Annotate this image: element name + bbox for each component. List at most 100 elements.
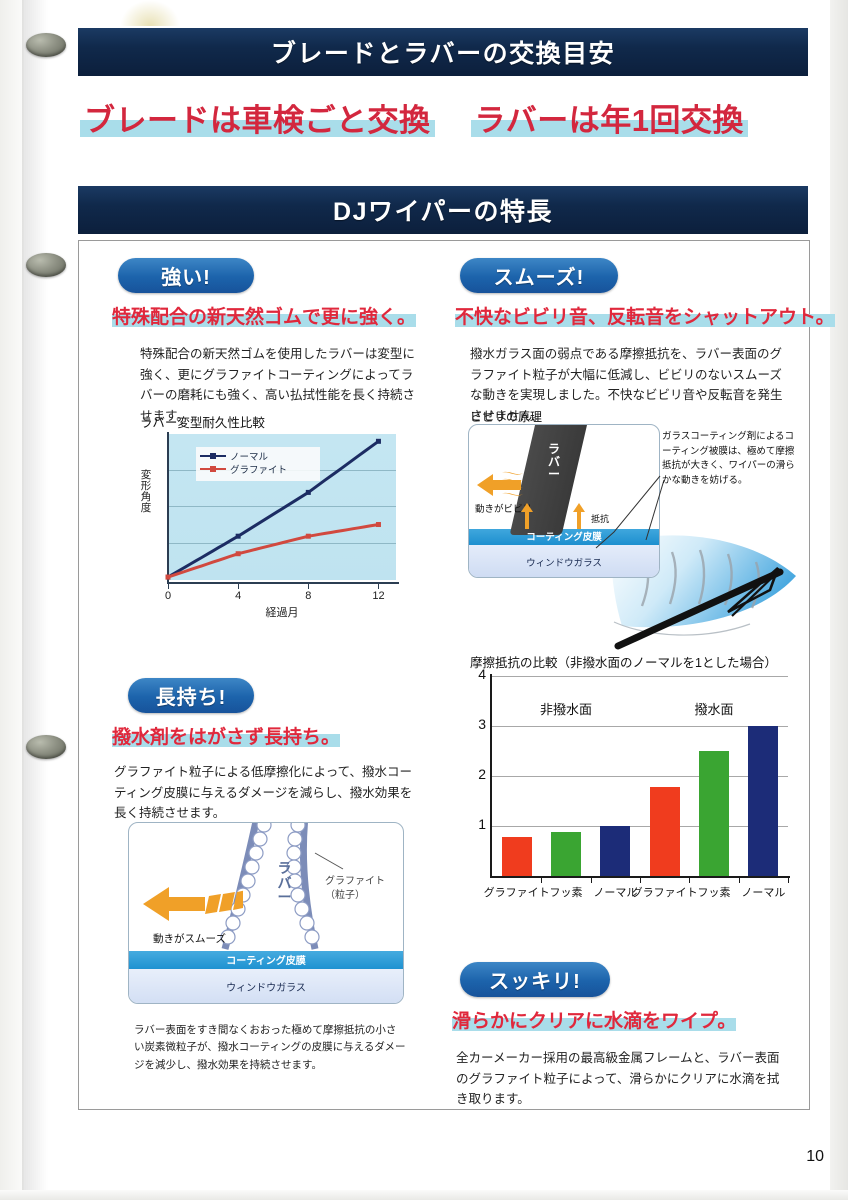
subhead-highlight-bar (112, 734, 341, 747)
bar-chart-gridline (492, 776, 788, 777)
banner-replacement-guide-title: ブレードとラバーの交換目安 (270, 40, 616, 68)
scan-right-edge (830, 0, 848, 1200)
bar-chart-y-tick-label: 4 (478, 666, 486, 682)
line-chart-y-axis-label: 変形角度 (140, 469, 152, 515)
bibiri-diagram-title: ビビリの原理 (470, 410, 543, 424)
line-chart-tick-label: 8 (305, 590, 312, 602)
line-chart-x-axis (167, 582, 399, 584)
binder-hole-icon (26, 33, 66, 57)
body-lasting: グラファイト粒子による低摩擦化によって、撥水コーティング皮膜に与えるダメージを減… (114, 765, 413, 821)
bar-chart-title: 摩擦抵抗の比較（非撥水面のノーマルを1とした場合） (470, 656, 777, 670)
bar-chart-y-tick-label: 3 (478, 716, 486, 732)
headline-highlight-bar (470, 119, 748, 137)
line-chart-tick (238, 584, 240, 589)
line-chart-tick-label: 4 (235, 590, 242, 602)
bar-chart-tick (689, 878, 691, 883)
bar-chart-bar (649, 787, 680, 876)
headline-rubber: ラバーは年1回交換 (470, 95, 748, 140)
bar-chart-bars (492, 676, 788, 876)
scan-bottom-edge (0, 1190, 848, 1200)
bar-chart-x-axis (490, 876, 790, 878)
bar-chart-gridline (492, 726, 788, 727)
line-chart-x-axis-label: 経過月 (265, 607, 299, 619)
bar-chart-category-label: ノーマル (593, 887, 638, 899)
headline-blade: ブレードは車検ごと交換 (80, 95, 435, 140)
scan-left-strip (0, 0, 24, 1200)
line-chart-series (165, 438, 381, 580)
bar-chart-tick (788, 878, 789, 883)
legend-item: ノーマル (200, 449, 316, 463)
line-chart-y-axis (167, 432, 169, 584)
bar-chart-category-label: フッ素 (549, 887, 583, 899)
bar-chart-y-axis (490, 674, 492, 878)
bar-chart-tick (590, 878, 592, 883)
bar-chart-bar (699, 751, 729, 876)
graphite-window-glass-layer (129, 969, 403, 1003)
body-strong: 特殊配合の新天然ゴムを使用したラバーは変型に強く、更にグラファイトコーティングに… (140, 347, 416, 423)
subhead-clear: 滑らかにクリアに水滴をワイプ。 (452, 1011, 737, 1032)
pill-clear: スッキリ! (460, 962, 610, 997)
bar-chart-bar (748, 726, 779, 876)
bar-chart-category-label: ノーマル (741, 887, 786, 899)
line-chart-tick (308, 584, 310, 589)
line-chart-tick (378, 584, 380, 589)
bibiri-coating-label: コーティング皮膜 (526, 532, 602, 543)
subhead-highlight-bar (452, 1018, 737, 1031)
scan-smudge (120, 0, 180, 26)
bibiri-up-arrow-icon (573, 503, 585, 529)
line-chart-tick (168, 584, 169, 589)
bibiri-glass-label: ウィンドウガラス (526, 558, 602, 569)
bibiri-resistance-label: 抵抗 (591, 514, 610, 524)
line-chart-gridline (168, 506, 396, 507)
graphite-particle-label: グラファイト（粒子） (325, 876, 385, 901)
legend-marker-graphite (200, 465, 226, 472)
banner-dj-wiper-features-title: DJワイパーの特長 (333, 198, 553, 226)
bibiri-vibration-icon (501, 471, 523, 496)
bar-chart-tick (640, 878, 641, 883)
pill-lasting: 長持ち! (128, 678, 254, 713)
bar-chart-bar (600, 826, 631, 876)
bar-chart-category-label: グラファイト (483, 887, 550, 899)
body-clear: 全カーメーカー採用の最高級金属フレームと、ラバー表面のグラファイト粒子によって、… (456, 1051, 780, 1107)
bar-chart-y-tick-label: 1 (478, 816, 486, 832)
bibiri-diagram: ラバー 動きがビビリ 抵抗 コーティング皮膜 ウィンドウガラス (468, 424, 660, 578)
subhead-lasting: 撥水剤をはがさず長持ち。 (112, 727, 341, 748)
pill-strong: 強い! (118, 258, 254, 293)
graphite-rubber-shapes (220, 823, 344, 950)
bar-chart-category-label: フッ素 (697, 887, 731, 899)
graphite-movement-label: 動きがスムーズ (153, 933, 226, 945)
line-chart-title: ラバー変型耐久性比較 (140, 416, 265, 430)
bar-chart-group-label: 撥水面 (694, 701, 734, 717)
binder-hole-icon (26, 253, 66, 277)
line-chart-tick-label: 12 (372, 590, 385, 602)
bar-chart-gridline (492, 676, 788, 677)
graphite-diagram-caption: ラバー表面をすき間なくおおった極めて摩擦抵抗の小さい炭素微粒子が、撥水コーティン… (134, 1024, 406, 1071)
graphite-rubber-label: ラバー (277, 860, 292, 906)
graphite-coating-label: コーティング皮膜 (226, 956, 306, 967)
subhead-highlight-bar (455, 314, 835, 327)
subhead-strong: 特殊配合の新天然ゴムで更に強く。 (112, 307, 417, 328)
bar-chart-group-label: 非撥水面 (539, 701, 593, 717)
bar-chart-y-tick-label: 2 (478, 766, 486, 782)
bar-chart-gridline (492, 826, 788, 827)
page-number: 10 (806, 1148, 824, 1165)
bar-chart-bar (501, 837, 532, 876)
pill-smooth: スムーズ! (460, 258, 618, 293)
graphite-glass-label: ウィンドウガラス (226, 983, 306, 994)
legend-marker-normal (200, 452, 226, 459)
bibiri-left-arrow-icon (477, 474, 521, 496)
line-chart-tick-label: 0 (164, 590, 172, 602)
bar-chart-tick (738, 878, 740, 883)
bibiri-rubber-label: ラバー (547, 442, 560, 482)
graphite-diagram: ラバー グラファイト（粒子） 動きがスムーズ コーティング皮膜 ウィンドウガラス (128, 822, 404, 1004)
binder-margin-shadow (22, 0, 48, 1200)
line-chart-legend: ノーマル グラファイト (196, 447, 320, 481)
headline-highlight-bar (80, 119, 435, 137)
binder-hole-icon (26, 735, 66, 759)
headline-row: ブレードは車検ごと交換 ラバーは年1回交換 (80, 90, 810, 144)
bar-chart-bar (551, 832, 581, 876)
legend-item: グラファイト (200, 462, 316, 476)
bibiri-movement-label: 動きがビビリ (475, 504, 533, 515)
bar-chart-category-label: グラファイト (631, 887, 698, 899)
graphite-coating-layer (129, 951, 403, 969)
